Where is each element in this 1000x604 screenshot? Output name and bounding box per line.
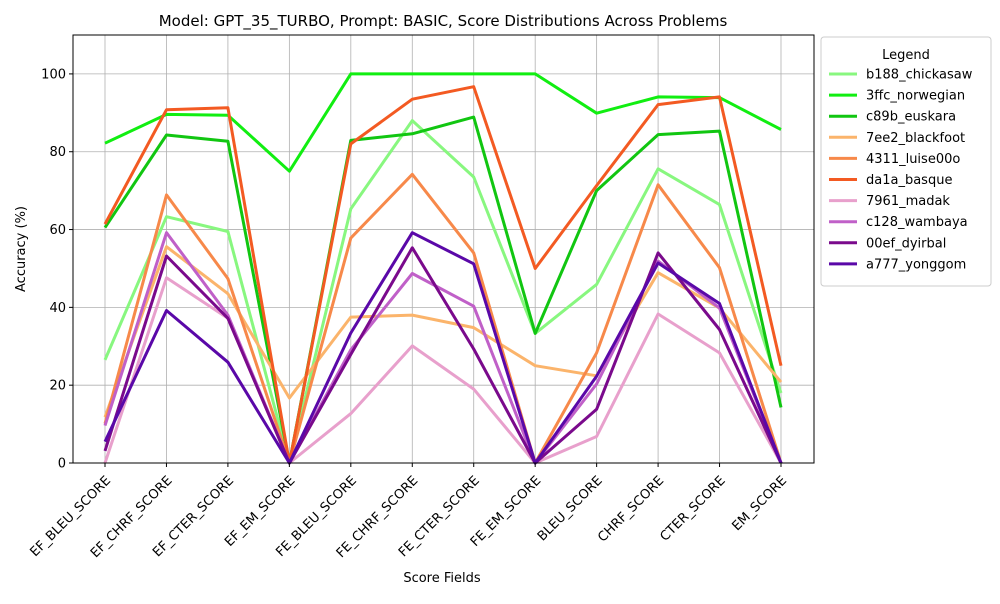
series-line-7ee2_blackfoot <box>103 245 783 418</box>
y-tick-label: 0 <box>58 457 66 472</box>
series-line-c128_wambaya <box>103 231 783 465</box>
legend-items: b188_chickasaw 3ffc_norwegian c89b_euskara… <box>829 68 973 272</box>
series-line-00ef_dyirbal <box>103 246 783 465</box>
legend-label: 00ef_dyirbal <box>866 236 946 251</box>
y-tick-label: 80 <box>49 145 66 160</box>
plot-frame <box>72 34 815 464</box>
chart-title: Model: GPT_35_TURBO, Prompt: BASIC, Scor… <box>159 12 728 31</box>
legend-label: 4311_luise00o <box>866 152 960 167</box>
series-line-3ffc_norwegian <box>104 72 782 173</box>
y-tick-label: 100 <box>41 67 66 82</box>
series-line-7961_madak <box>103 276 783 465</box>
x-tick-label: EM_SCORE <box>729 473 790 534</box>
x-axis-label: Score Fields <box>403 571 481 586</box>
x-axis-ticks: EF_BLEU_SCOREEF_CHRF_SCOREEF_CTER_SCOREE… <box>28 463 790 561</box>
series-line-a777_yonggom <box>103 231 783 465</box>
legend-box <box>820 36 992 287</box>
legend-label: c89b_euskara <box>866 110 956 125</box>
y-axis-ticks: 0 20 40 60 80 100 <box>41 67 73 472</box>
legend-title: Legend <box>882 48 930 63</box>
x-tick-label: CHRF_SCORE <box>595 473 667 545</box>
y-tick-label: 40 <box>49 301 66 316</box>
y-tick-label: 20 <box>49 379 66 394</box>
x-tick-label: CTER_SCORE <box>657 473 728 544</box>
y-tick-label: 60 <box>49 223 66 238</box>
series-line-4311_luise00o <box>103 172 783 465</box>
series-line-b188_chickasaw <box>103 119 783 465</box>
legend-label: 3ffc_norwegian <box>866 89 965 104</box>
y-axis-label: Accuracy (%) <box>14 206 29 292</box>
legend-label: da1a_basque <box>866 173 952 188</box>
legend: Legend b188_chickasaw 3ffc_norwegian c89b_… <box>820 36 992 287</box>
series-lines <box>103 72 783 465</box>
legend-label: 7961_madak <box>866 194 950 209</box>
legend-label: c128_wambaya <box>866 215 968 230</box>
series-line-c89b_euskara <box>103 115 783 465</box>
legend-label: 7ee2_blackfoot <box>866 131 965 146</box>
legend-label: a777_yonggom <box>866 257 966 272</box>
legend-label: b188_chickasaw <box>866 68 973 83</box>
series-line-da1a_basque <box>103 85 783 465</box>
